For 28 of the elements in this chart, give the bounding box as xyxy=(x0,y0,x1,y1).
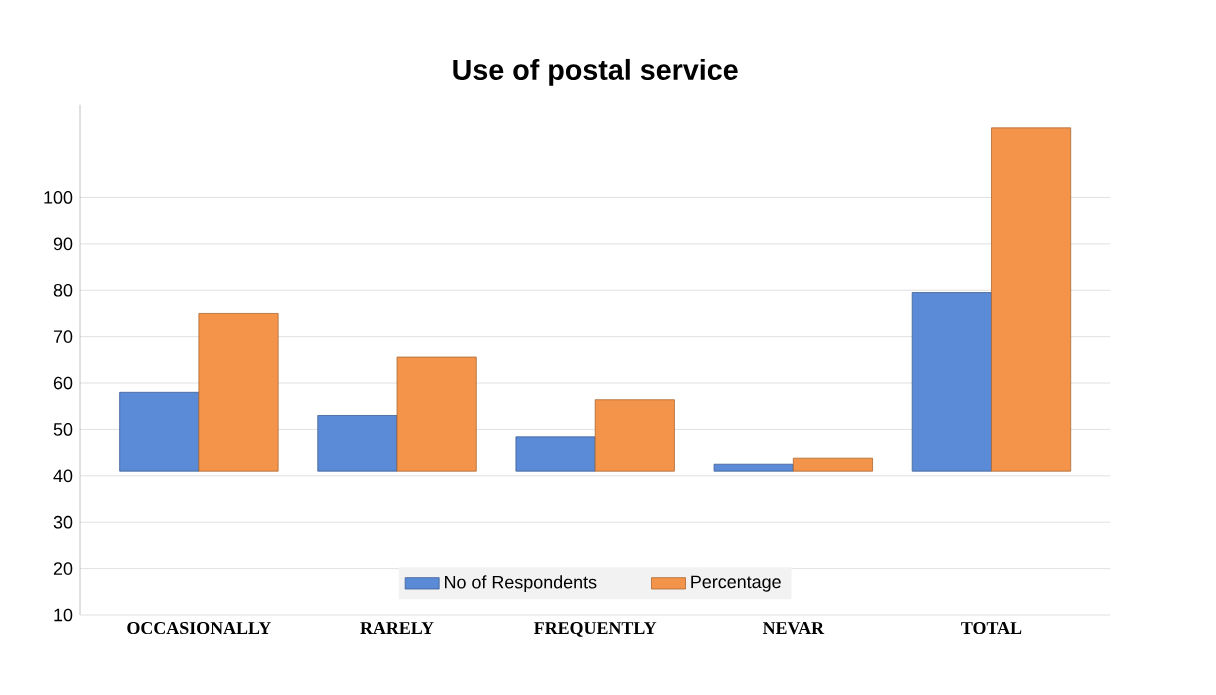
bar xyxy=(594,399,675,472)
y-tick-label: 20 xyxy=(53,562,73,575)
bar xyxy=(198,313,279,472)
y-tick-label: 50 xyxy=(53,423,73,436)
bar xyxy=(317,415,398,472)
x-tick-label: RARELY xyxy=(360,622,434,634)
y-tick-label: 40 xyxy=(53,469,73,483)
bar xyxy=(713,463,794,472)
bar xyxy=(515,436,596,472)
bar xyxy=(991,127,1072,472)
y-tick-label: 30 xyxy=(53,515,73,529)
x-tick-label: OCCASIONALLY xyxy=(127,622,271,635)
legend-label: No of Respondents xyxy=(445,575,597,593)
x-tick-label: NEVAR xyxy=(762,622,825,635)
y-tick-label: 90 xyxy=(53,237,73,251)
x-tick-label: FREQUENTLY xyxy=(534,622,657,637)
legend-label: Percentage xyxy=(691,575,781,592)
bar xyxy=(396,356,477,472)
bar xyxy=(119,391,200,472)
x-tick-label: TOTAL xyxy=(961,622,1022,635)
y-tick-label: 80 xyxy=(53,283,73,297)
y-tick-label: 60 xyxy=(53,376,73,390)
y-tick-label: 10 xyxy=(54,608,73,622)
bar xyxy=(911,292,992,472)
y-tick-label: 70 xyxy=(53,330,73,343)
y-tick-label: 100 xyxy=(44,191,73,204)
chart-title: Use of postal service xyxy=(453,58,738,86)
bar xyxy=(792,457,873,472)
